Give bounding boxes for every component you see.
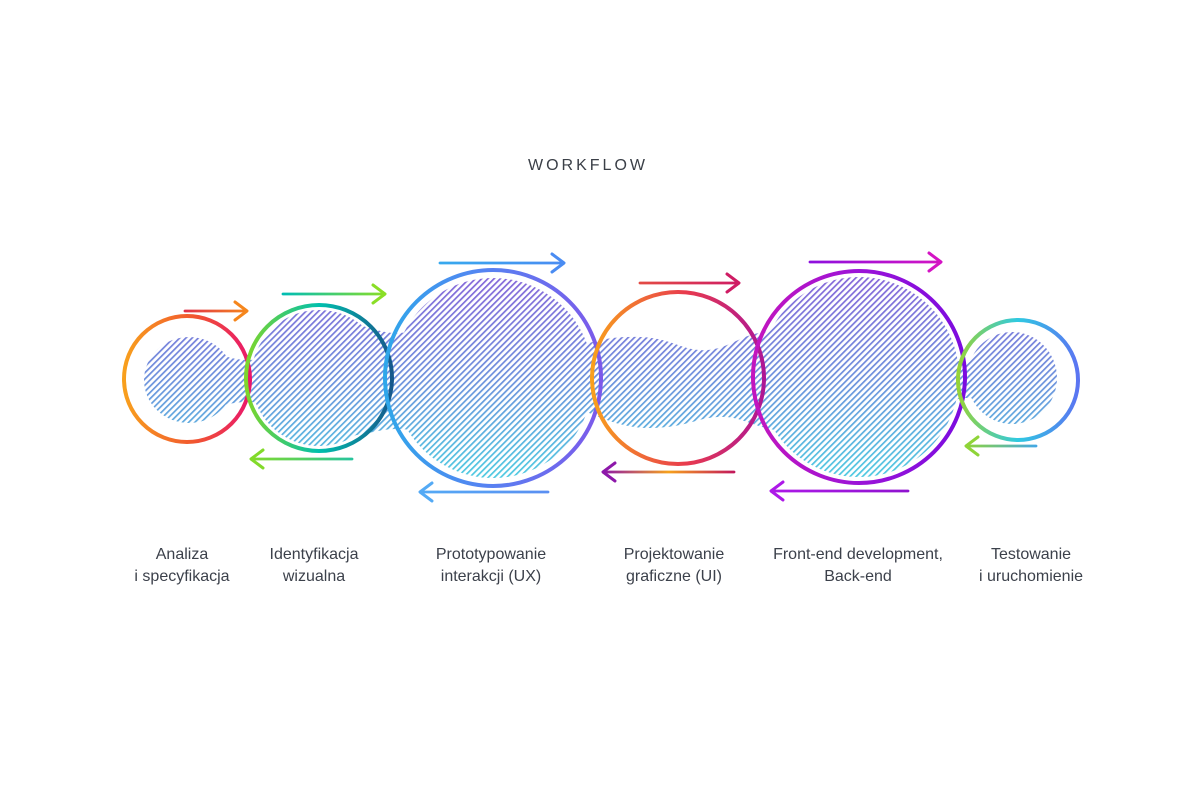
- step-label-testowanie: Testowanie i uruchomienie: [979, 544, 1083, 588]
- step-label-prototypowanie: Prototypowanie interakcji (UX): [436, 544, 546, 588]
- arrow-forward-analiza: [183, 300, 249, 322]
- step-label-line1: Analiza: [155, 546, 209, 563]
- step-ring-identyfikacja: [244, 303, 394, 453]
- step-label-line1: Projektowanie: [623, 546, 725, 563]
- step-label-identyfikacja: Identyfikacja wizualna: [270, 544, 359, 588]
- step-ring-prototypowanie: [383, 268, 603, 488]
- step-label-line2: i uruchomienie: [978, 568, 1084, 585]
- arrow-back-projektowanie: [601, 461, 736, 483]
- diagram-title: WORKFLOW: [528, 157, 648, 174]
- arrow-head-icon: [725, 272, 741, 294]
- arrow-head-icon: [550, 252, 566, 274]
- step-ring-projektowanie: [590, 290, 766, 466]
- flow-arrows: [183, 251, 1038, 503]
- arrow-forward-prototypowanie: [438, 252, 566, 274]
- arrow-head-icon: [964, 435, 980, 457]
- step-label-line2: i specyfikacja: [134, 568, 230, 585]
- blob-band-projektowanie: [560, 328, 792, 434]
- step-label-frontend: Front-end development, Back-end: [773, 544, 943, 588]
- arrow-head-icon: [601, 461, 617, 483]
- arrow-head-icon: [769, 480, 785, 502]
- arrow-back-identyfikacja: [249, 448, 354, 470]
- arrow-head-icon: [927, 251, 943, 273]
- step-label-line2: interakcji (UX): [440, 568, 542, 585]
- step-label-line2: Back-end: [824, 568, 892, 585]
- step-ring-testowanie: [956, 318, 1080, 442]
- step-ring-analiza: [122, 314, 252, 444]
- arrow-back-frontend: [769, 480, 910, 502]
- arrow-forward-frontend: [808, 251, 943, 273]
- process-flow-blob: [144, 277, 1057, 478]
- arrow-forward-projektowanie: [638, 272, 741, 294]
- step-label-analiza: Analiza i specyfikacja: [134, 544, 229, 588]
- arrow-head-icon: [249, 448, 265, 470]
- step-label-line1: Prototypowanie: [435, 546, 547, 563]
- step-label-line2: wizualna: [282, 568, 346, 585]
- step-label-projektowanie: Projektowanie graficzne (UI): [624, 544, 725, 588]
- arrow-forward-identyfikacja: [281, 283, 387, 305]
- arrow-back-testowanie: [964, 435, 1038, 457]
- arrow-head-icon: [233, 300, 249, 322]
- step-label-line1: Identyfikacja: [269, 546, 359, 563]
- arrow-head-icon: [371, 283, 387, 305]
- arrow-head-icon: [418, 481, 434, 503]
- blob-bulge-testowanie: [967, 332, 1057, 424]
- step-label-line1: Front-end development,: [773, 546, 943, 563]
- step-rings: [122, 268, 1080, 488]
- step-label-line2: graficzne (UI): [625, 568, 723, 585]
- arrow-back-prototypowanie: [418, 481, 550, 503]
- blob-bulge-frontend: [759, 277, 959, 477]
- step-label-line1: Testowanie: [990, 546, 1072, 563]
- step-ring-frontend: [751, 269, 967, 485]
- blob-bulge-prototypowanie: [393, 278, 593, 478]
